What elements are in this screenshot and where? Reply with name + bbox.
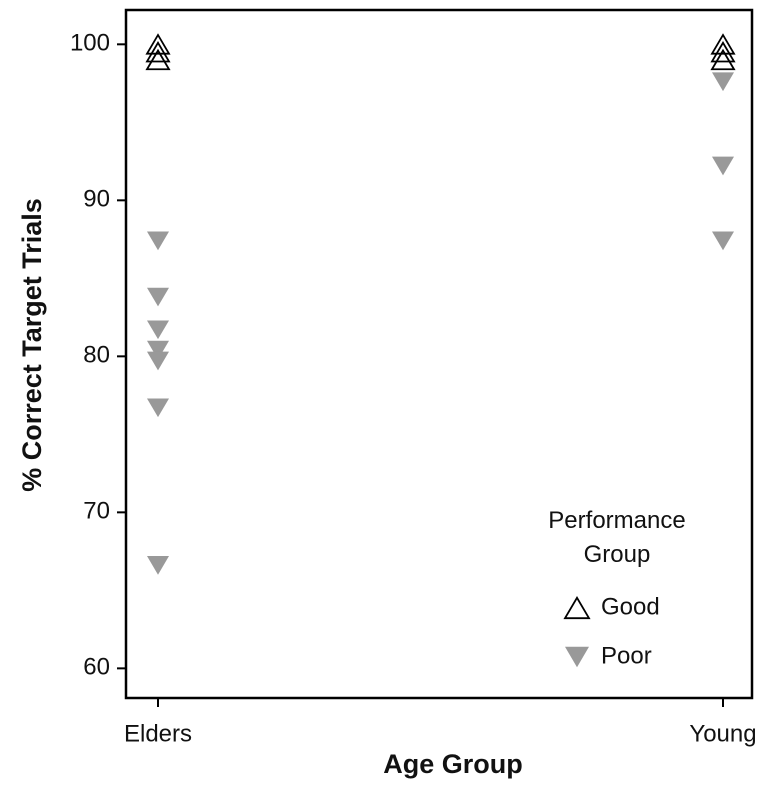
x-axis-label: Age Group — [383, 749, 523, 779]
point — [147, 398, 169, 418]
point — [145, 33, 171, 55]
legend-label: Good — [601, 593, 660, 620]
y-tick-label: 90 — [83, 186, 110, 213]
point — [710, 48, 736, 71]
point — [147, 340, 169, 360]
point — [147, 231, 169, 251]
y-tick-label: 60 — [83, 654, 110, 681]
point — [147, 351, 169, 371]
legend-marker — [565, 646, 589, 668]
point — [147, 556, 169, 575]
y-tick-label: 80 — [83, 342, 110, 369]
legend-marker — [563, 596, 591, 620]
point — [712, 231, 734, 251]
y-axis-label: % Correct Target Trials — [17, 198, 47, 492]
point — [712, 72, 734, 92]
point — [145, 48, 171, 71]
x-tick-label: Young — [689, 720, 756, 747]
plot-frame — [124, 8, 754, 700]
legend-label: Poor — [601, 642, 652, 669]
legend-title: Performance Group — [548, 507, 686, 568]
point — [710, 40, 736, 63]
point — [145, 40, 171, 63]
point — [147, 287, 169, 307]
point — [710, 33, 736, 55]
y-tick-label: 100 — [70, 30, 110, 57]
x-tick-label: Elders — [124, 720, 192, 747]
point — [712, 156, 734, 176]
y-tick-label: 70 — [83, 498, 110, 525]
point — [147, 320, 169, 340]
